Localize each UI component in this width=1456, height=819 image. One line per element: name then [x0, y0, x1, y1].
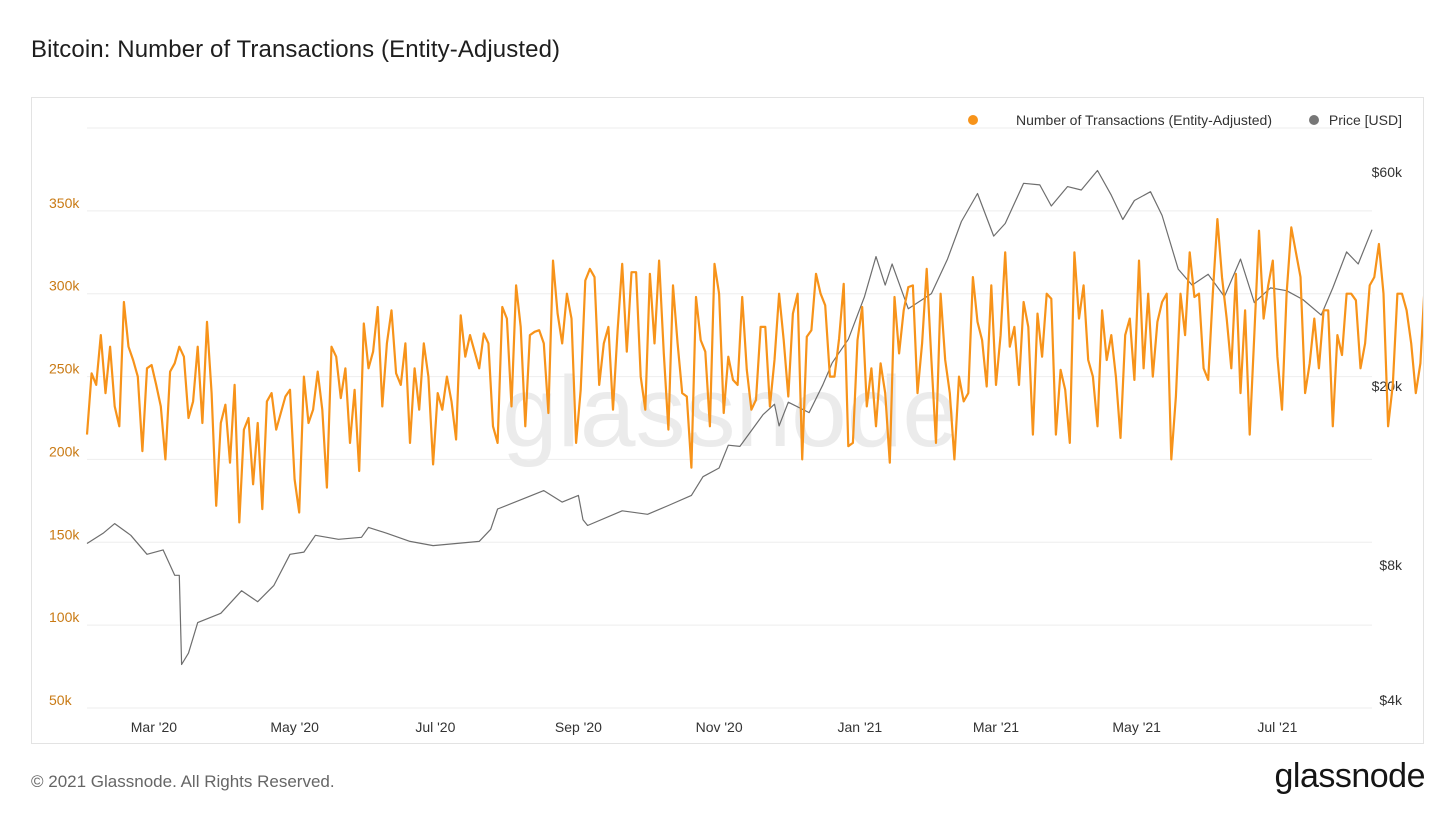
x-axis-tick-label: Sep '20 [555, 719, 602, 735]
x-axis-tick-label: Nov '20 [696, 719, 743, 735]
chart-title: Bitcoin: Number of Transactions (Entity-… [31, 36, 561, 63]
x-axis-tick-label: May '20 [270, 719, 319, 735]
left-axis: 50k 100k 150k 200k 250k 300k 350k [49, 195, 80, 708]
transactions-series-line[interactable] [85, 217, 1423, 545]
right-axis-tick-label: $8k [1379, 557, 1403, 573]
right-axis-tick-label: $60k [1372, 164, 1403, 180]
x-axis-tick-label: May '21 [1112, 719, 1161, 735]
left-axis-tick-label: 200k [49, 443, 80, 459]
price-series-line[interactable] [86, 169, 1373, 666]
x-axis-tick-label: Mar '21 [973, 719, 1019, 735]
x-axis: Mar '20 May '20 Jul '20 Sep '20 Nov '20 Jan '… [131, 719, 1298, 735]
x-axis-tick-label: Mar '20 [131, 719, 177, 735]
legend-marker-transactions [968, 115, 978, 125]
chart-panel[interactable]: glassnode Price [USD] Number of Transacti… [31, 97, 1424, 744]
chart-canvas[interactable]: glassnode Price [USD]Number of Transacti… [32, 98, 1423, 743]
left-axis-tick-label: 100k [49, 609, 80, 625]
legend: Price [USD] Number of Transactions (Entit… [968, 112, 1402, 128]
legend-marker-price [1309, 115, 1319, 125]
x-axis-tick-label: Jul '21 [1257, 719, 1297, 735]
legend-label: Number of Transactions (Entity-Adjusted) [1016, 112, 1272, 128]
left-axis-tick-label: 150k [49, 526, 80, 542]
x-axis-tick-label: Jul '20 [415, 719, 455, 735]
legend-label: Price [USD] [1329, 112, 1402, 128]
left-axis-tick-label: 300k [49, 278, 80, 294]
right-axis: $4k$8k$20k$60k [1372, 164, 1403, 708]
brand-logo: glassnode [1274, 757, 1425, 795]
x-axis-tick-label: Jan '21 [837, 719, 882, 735]
copyright-text: © 2021 Glassnode. All Rights Reserved. [31, 772, 335, 791]
left-axis-tick-label: 250k [49, 361, 80, 377]
left-axis-tick-label: 50k [49, 692, 73, 708]
left-axis-tick-label: 350k [49, 195, 80, 211]
series-layer [85, 169, 1423, 666]
right-axis-tick-label: $4k [1379, 692, 1403, 708]
